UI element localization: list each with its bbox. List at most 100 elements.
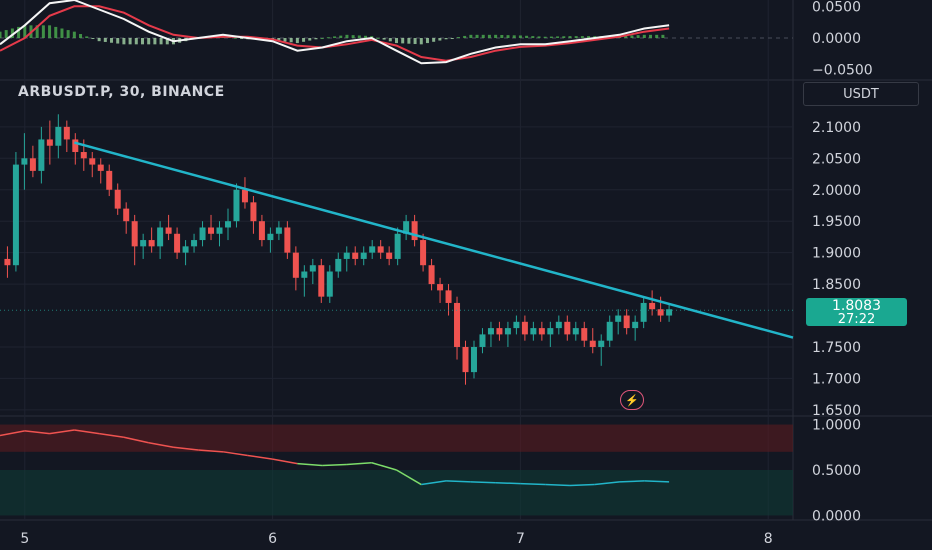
candle-body: [131, 221, 138, 247]
candle-body: [479, 334, 486, 347]
oscillator-line: [148, 441, 174, 449]
oscillator-axis-label: 1.0000: [812, 418, 861, 434]
macd-histogram-bar: [289, 38, 293, 43]
macd-histogram-bar: [661, 34, 665, 38]
macd-histogram-bar: [357, 35, 361, 38]
macd-histogram-bar: [395, 38, 398, 44]
macd-histogram-bar: [624, 35, 628, 38]
candle-body: [165, 227, 172, 234]
macd-histogram-bar: [0, 31, 2, 38]
candle-body: [632, 321, 639, 329]
macd-histogram-bar: [23, 25, 27, 38]
oscillator-line: [198, 449, 224, 453]
oscillator-line: [619, 480, 645, 483]
oscillator-line: [371, 462, 397, 471]
candle-body: [487, 328, 494, 335]
candle-body: [564, 321, 571, 335]
time-axis-label: 7: [516, 531, 525, 547]
candle-body: [233, 189, 240, 222]
candle-body: [191, 240, 198, 247]
macd-histogram-bar: [10, 28, 14, 38]
macd-histogram-bar: [17, 26, 21, 38]
macd-histogram-bar: [512, 35, 516, 38]
macd-histogram-bar: [456, 37, 460, 39]
candle-body: [496, 328, 503, 335]
last-price-label: 1.8083 27:22: [806, 298, 907, 326]
macd-histogram-bar: [481, 34, 485, 38]
oscillator-line: [123, 436, 149, 444]
oscillator-line: [470, 481, 496, 484]
macd-histogram-bar: [326, 37, 330, 39]
macd-histogram-bar: [103, 38, 107, 42]
macd-histogram-bar: [475, 34, 479, 38]
macd-histogram-bar: [543, 36, 547, 38]
price-axis-label: 2.1000: [812, 120, 861, 136]
candle-body: [572, 328, 579, 335]
macd-line: [0, 0, 670, 65]
candle-body: [4, 258, 11, 266]
candle-body: [352, 252, 359, 259]
macd-histogram-bar: [134, 38, 138, 45]
candle-body: [335, 258, 342, 272]
currency-button[interactable]: USDT: [803, 82, 919, 106]
candle-body: [224, 221, 231, 228]
oscillator-line: [222, 451, 248, 457]
candle-body: [377, 246, 384, 253]
macd-axis-label: 0.0000: [812, 31, 861, 47]
time-axis-label: 6: [268, 531, 277, 547]
macd-histogram-bar: [630, 35, 634, 38]
time-axis-label: 8: [764, 531, 773, 547]
macd-histogram-bar: [587, 36, 591, 38]
candle-body: [157, 227, 164, 247]
oversold-zone: [0, 470, 793, 516]
candle-body: [199, 227, 206, 241]
candle-body: [437, 284, 444, 291]
macd-histogram-bar: [388, 38, 392, 42]
candle-body: [445, 290, 452, 303]
lightning-bolt-icon[interactable]: ⚡: [620, 390, 644, 410]
macd-histogram-bar: [116, 38, 120, 44]
candle-body: [581, 328, 588, 341]
candle-body: [29, 158, 36, 171]
macd-histogram-bar: [549, 36, 553, 38]
macd-histogram-bar: [642, 34, 646, 38]
oscillator-line: [297, 462, 323, 467]
candle-body: [140, 240, 147, 247]
candle-body: [521, 321, 528, 335]
candle-body: [513, 321, 520, 329]
macd-histogram-bar: [122, 38, 126, 45]
macd-histogram-bar: [35, 25, 39, 38]
candle-body: [46, 139, 53, 146]
candle-body: [318, 265, 325, 297]
candle-body: [623, 315, 630, 329]
trendline: [74, 141, 794, 339]
candle-body: [72, 139, 79, 153]
macd-histogram-bar: [72, 31, 76, 38]
macd-histogram-bar: [407, 38, 411, 44]
macd-histogram-bar: [283, 38, 287, 42]
oscillator-line: [446, 480, 471, 483]
symbol-title: ARBUSDT.P, 30, BINANCE: [18, 84, 225, 100]
price-axis-label: 2.0000: [812, 183, 861, 199]
price-axis-label: 1.6500: [812, 403, 861, 419]
oscillator-line: [396, 469, 422, 486]
candle-body: [89, 158, 96, 165]
macd-histogram-bar: [314, 38, 318, 40]
macd-histogram-bar: [295, 38, 299, 44]
candle-body: [258, 221, 265, 241]
macd-histogram-bar: [4, 30, 8, 38]
price-axis-label: 1.7500: [812, 340, 861, 356]
macd-histogram-bar: [401, 38, 405, 44]
macd-histogram-bar: [574, 36, 578, 38]
macd-histogram-bar: [556, 36, 560, 38]
macd-histogram-bar: [450, 38, 454, 39]
macd-histogram-bar: [277, 38, 281, 41]
macd-histogram-bar: [140, 38, 144, 45]
macd-histogram-bar: [339, 35, 343, 38]
oscillator-axis-label: 0.5000: [812, 463, 861, 479]
candle-body: [63, 126, 70, 140]
candle-body: [504, 328, 511, 335]
macd-histogram-bar: [308, 38, 312, 41]
candle-body: [208, 227, 215, 234]
